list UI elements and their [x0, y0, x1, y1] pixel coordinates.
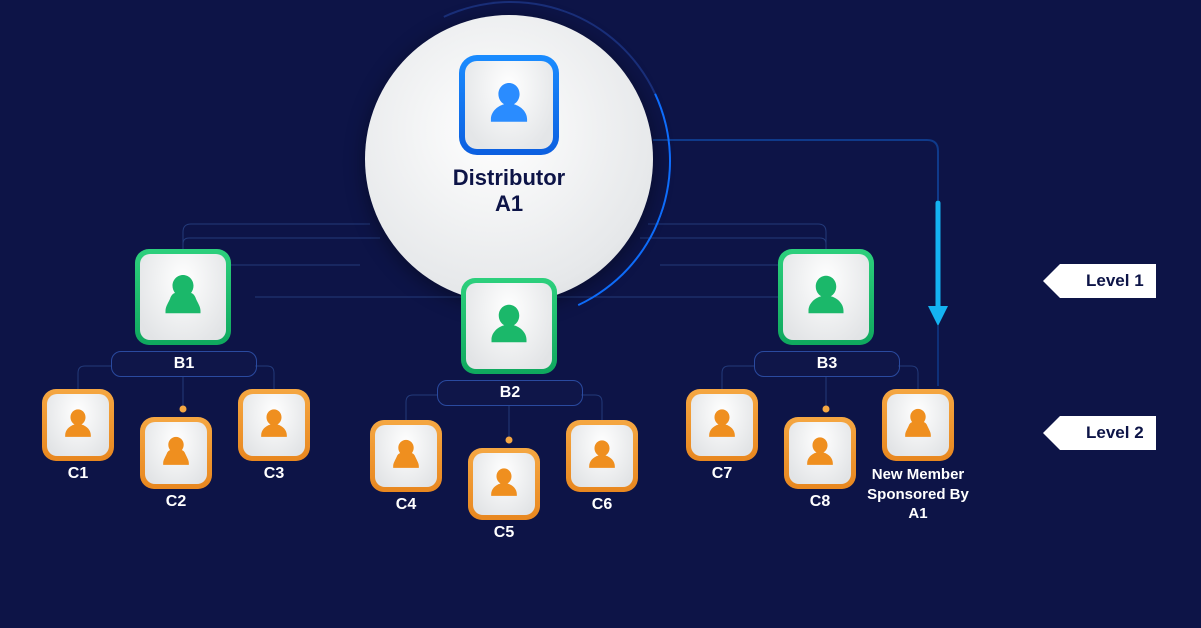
node-b3 — [778, 249, 874, 345]
node-c7 — [686, 389, 758, 461]
label-b2: B2 — [437, 380, 583, 406]
person-icon — [478, 74, 540, 136]
new-member-line1: New Member — [872, 466, 965, 483]
person-icon — [482, 462, 526, 506]
label-new-member: New Member Sponsored By A1 — [866, 465, 970, 524]
person-icon — [384, 434, 428, 478]
label-c5: C5 — [468, 524, 540, 542]
node-c6 — [566, 420, 638, 492]
level-2-text: Level 2 — [1086, 423, 1144, 443]
new-member-line2: Sponsored By — [867, 486, 969, 503]
person-icon — [896, 403, 940, 447]
label-c7: C7 — [686, 465, 758, 483]
label-b3: B3 — [754, 351, 900, 377]
distributor-title-line2: A1 — [495, 191, 523, 216]
label-c4: C4 — [370, 496, 442, 514]
node-c3 — [238, 389, 310, 461]
label-b1: B1 — [111, 351, 257, 377]
node-c5 — [468, 448, 540, 520]
person-icon — [798, 431, 842, 475]
new-member-line3: A1 — [908, 505, 927, 522]
distributor-title: Distributor A1 — [365, 165, 653, 218]
distributor-card — [459, 55, 559, 155]
person-icon — [479, 296, 539, 356]
label-c6: C6 — [566, 496, 638, 514]
person-icon — [252, 403, 296, 447]
level-1-callout: Level 1 — [1060, 264, 1156, 298]
label-c2: C2 — [140, 493, 212, 511]
node-b2 — [461, 278, 557, 374]
level-1-text: Level 1 — [1086, 271, 1144, 291]
person-icon — [700, 403, 744, 447]
person-icon — [56, 403, 100, 447]
diagram-stage: Distributor A1 B1 B2 B3 C1 C2 C3 C4 C5 C… — [0, 0, 1201, 628]
person-icon — [154, 431, 198, 475]
node-c1 — [42, 389, 114, 461]
person-icon — [796, 267, 856, 327]
node-new-member — [882, 389, 954, 461]
label-c8: C8 — [784, 493, 856, 511]
node-c4 — [370, 420, 442, 492]
person-icon — [153, 267, 213, 327]
distributor-title-line1: Distributor — [453, 165, 565, 190]
node-c2 — [140, 417, 212, 489]
level-2-callout: Level 2 — [1060, 416, 1156, 450]
node-b1 — [135, 249, 231, 345]
node-c8 — [784, 417, 856, 489]
label-c1: C1 — [42, 465, 114, 483]
person-icon — [580, 434, 624, 478]
label-c3: C3 — [238, 465, 310, 483]
